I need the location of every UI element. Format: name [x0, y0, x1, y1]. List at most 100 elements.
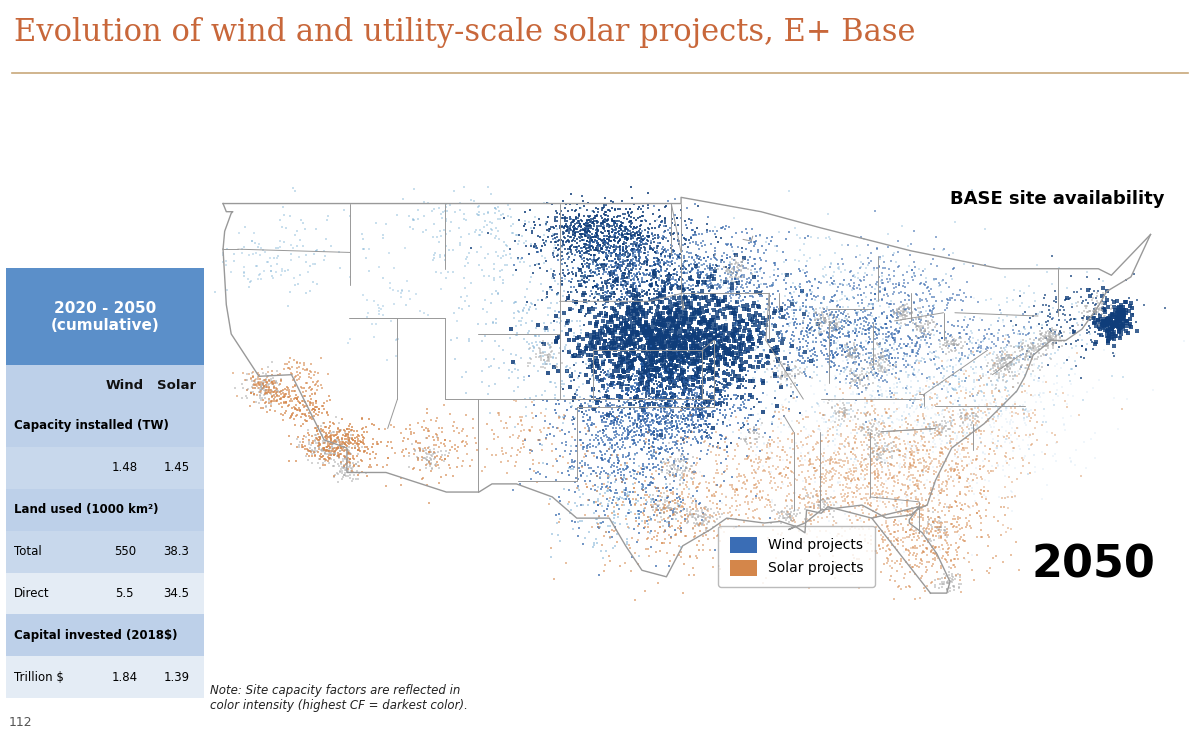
Point [565, 231, 584, 243]
Point [707, 379, 726, 391]
Point [779, 360, 798, 372]
Point [912, 503, 931, 514]
Point [719, 302, 738, 314]
Point [600, 367, 619, 379]
Point [880, 412, 899, 424]
Point [254, 381, 274, 392]
Point [682, 342, 701, 354]
Point [606, 259, 625, 271]
Point [630, 295, 649, 306]
Point [791, 284, 810, 295]
Point [342, 424, 361, 436]
Point [664, 448, 683, 459]
Point [641, 321, 660, 333]
Point [608, 261, 628, 273]
Point [958, 401, 977, 413]
Point [1110, 322, 1129, 334]
Point [426, 447, 445, 459]
Point [670, 520, 689, 532]
Point [731, 433, 750, 445]
Point [1097, 312, 1116, 324]
Point [547, 211, 566, 223]
Point [756, 236, 775, 248]
Point [673, 273, 692, 285]
Point [958, 353, 977, 365]
Point [529, 351, 548, 362]
Point [524, 394, 544, 406]
Point [880, 352, 899, 364]
Point [1082, 310, 1102, 322]
Point [979, 407, 998, 419]
Point [605, 261, 624, 273]
Point [739, 409, 758, 420]
Point [860, 374, 880, 386]
Point [922, 259, 941, 270]
Point [652, 414, 671, 426]
Point [685, 325, 704, 337]
Point [992, 492, 1012, 503]
Point [601, 408, 620, 420]
Point [628, 229, 647, 241]
Point [773, 505, 792, 517]
Point [622, 282, 641, 293]
Point [751, 309, 770, 321]
Point [925, 548, 944, 560]
Point [658, 423, 677, 434]
Point [647, 560, 666, 572]
Point [628, 285, 647, 297]
Point [329, 450, 348, 462]
Point [568, 198, 587, 210]
Point [1106, 311, 1126, 323]
Point [773, 268, 792, 279]
Point [672, 547, 691, 559]
Point [594, 294, 613, 306]
Point [647, 453, 666, 465]
Point [964, 314, 983, 326]
Point [812, 348, 832, 359]
Point [637, 387, 656, 399]
Point [533, 250, 552, 262]
Point [715, 359, 734, 371]
Point [598, 368, 617, 380]
Point [875, 558, 894, 570]
Point [940, 281, 959, 293]
Point [725, 484, 744, 496]
Point [1043, 338, 1062, 350]
Point [578, 218, 598, 229]
Point [606, 277, 625, 289]
Point [736, 375, 755, 387]
Point [925, 513, 944, 525]
Point [322, 447, 341, 459]
Point [1048, 384, 1067, 396]
Point [652, 465, 671, 476]
Point [563, 215, 582, 227]
Point [1039, 331, 1058, 343]
Point [606, 274, 625, 286]
Point [584, 253, 604, 265]
Point [680, 317, 700, 329]
Point [721, 257, 740, 268]
Point [667, 498, 686, 509]
Point [682, 343, 701, 355]
Point [554, 223, 574, 234]
Point [948, 461, 967, 473]
Point [1044, 340, 1063, 352]
Point [929, 421, 948, 433]
Point [652, 415, 671, 427]
Point [724, 352, 743, 364]
Point [1002, 476, 1021, 488]
Point [887, 387, 906, 399]
Point [608, 262, 628, 274]
Point [605, 501, 624, 513]
Point [911, 315, 930, 327]
Point [636, 437, 655, 449]
Point [314, 447, 334, 459]
Point [725, 273, 744, 285]
Point [500, 332, 520, 344]
Point [554, 269, 574, 281]
Point [820, 337, 839, 348]
Point [727, 332, 746, 344]
Point [928, 406, 947, 418]
Point [820, 307, 839, 319]
Point [852, 362, 871, 374]
